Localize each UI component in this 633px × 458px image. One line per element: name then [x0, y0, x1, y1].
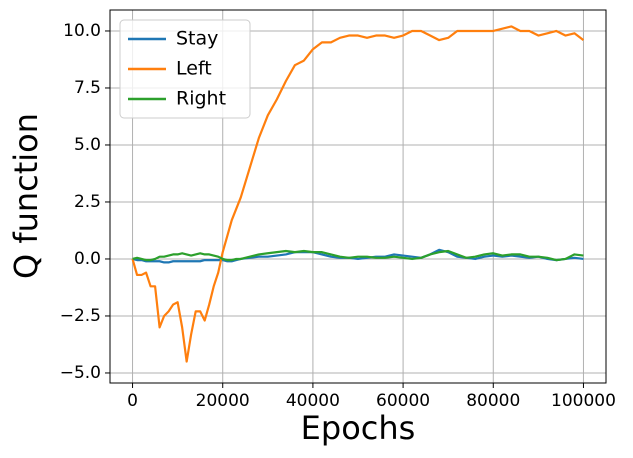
x-tick-label: 0 [127, 391, 138, 411]
y-tick-label: 10.0 [63, 21, 101, 41]
y-tick-label: 7.5 [74, 78, 101, 98]
line-series [132, 248, 584, 264]
x-tick-label: 60000 [376, 391, 430, 411]
x-tick-label: 40000 [286, 391, 340, 411]
x-axis-label: Epochs [301, 409, 416, 447]
line-series [131, 25, 585, 363]
y-axis-label: Q function [7, 113, 45, 279]
y-tick-label: 0.0 [74, 249, 101, 269]
legend-label: Left [176, 58, 212, 80]
line-series [132, 249, 584, 262]
legend-label: Stay [176, 28, 218, 50]
axes-frame [109, 9, 607, 384]
y-tick-label: −5.0 [60, 363, 101, 383]
x-tick-label: 100000 [551, 391, 616, 411]
x-tick-label: 80000 [466, 391, 520, 411]
legend-label: Right [176, 88, 226, 110]
legend-box [119, 19, 251, 119]
y-tick-label: −2.5 [60, 306, 101, 326]
y-tick-label: 2.5 [74, 192, 101, 212]
y-tick-label: 5.0 [74, 135, 101, 155]
x-tick-label: 20000 [196, 391, 250, 411]
